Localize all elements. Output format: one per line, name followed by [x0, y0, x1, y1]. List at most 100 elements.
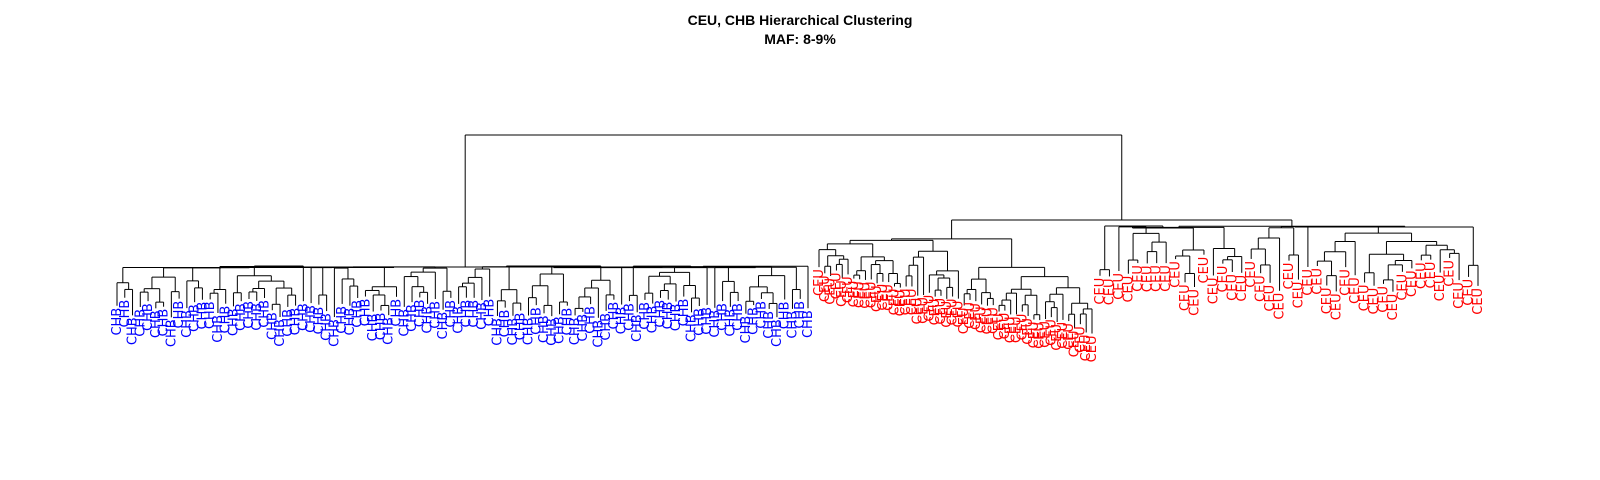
- leaf-label: CHB: [770, 319, 785, 347]
- leaf-label: CHB: [374, 313, 389, 341]
- leaf-label: CEU: [1291, 282, 1306, 309]
- leaf-label: CHB: [677, 299, 692, 327]
- leaf-label: CHB: [452, 306, 467, 334]
- leaf-label: CHB: [560, 308, 575, 336]
- leaf-label: CEU: [853, 281, 868, 308]
- leaf-label: CEU: [1282, 263, 1297, 290]
- leaf-label: CEU: [876, 284, 891, 311]
- leaf-label: CEU: [1235, 275, 1250, 302]
- leaf-label: CHB: [459, 300, 474, 328]
- leaf-label: CEU: [969, 303, 984, 330]
- leaf-label: CEU: [1462, 279, 1477, 306]
- leaf-label: CHB: [778, 302, 793, 330]
- leaf-label: CHB: [506, 318, 521, 346]
- leaf-label: CHB: [762, 311, 777, 339]
- leaf-label: CHB: [537, 315, 552, 343]
- leaf-label: CEU: [1073, 326, 1088, 353]
- leaf-label: CEU: [1068, 331, 1083, 358]
- leaf-label: CEU: [1033, 322, 1048, 349]
- leaf-label: CEU: [1021, 318, 1036, 345]
- leaf-label: CHB: [444, 300, 459, 328]
- leaf-label: CHB: [716, 303, 731, 331]
- leaf-label: CEU: [1197, 257, 1212, 284]
- leaf-label: CEU: [1015, 314, 1030, 341]
- leaf-label: CHB: [265, 312, 280, 340]
- leaf-label: CEU: [963, 302, 978, 329]
- leaf-label: CHB: [622, 303, 637, 331]
- leaf-label: CEU: [1150, 265, 1165, 292]
- leaf-label: CHB: [141, 303, 156, 331]
- leaf-label: CHB: [545, 318, 560, 346]
- leaf-label: CHB: [351, 300, 366, 328]
- leaf-label: CHB: [164, 319, 179, 347]
- leaf-label: CEU: [922, 295, 937, 322]
- leaf-label: CEU: [1395, 274, 1410, 301]
- leaf-label: CHB: [739, 316, 754, 344]
- leaf-label: CEU: [917, 297, 932, 324]
- leaf-label: CEU: [905, 288, 920, 315]
- leaf-label: CHB: [747, 307, 762, 335]
- leaf-label: CEU: [975, 306, 990, 333]
- leaf-label: CHB: [685, 314, 700, 342]
- leaf-label: CHB: [126, 317, 141, 345]
- leaf-label: CEU: [986, 307, 1001, 334]
- leaf-label: CEU: [1329, 293, 1344, 320]
- leaf-label: CHB: [211, 315, 226, 343]
- leaf-label: CEU: [1424, 262, 1439, 289]
- leaf-label: CEU: [835, 280, 850, 307]
- leaf-label: CEU: [882, 284, 897, 311]
- leaf-label: CEU: [1039, 321, 1054, 348]
- leaf-label: CHB: [708, 310, 723, 338]
- leaf-label: CHB: [157, 309, 172, 337]
- leaf-label: CEU: [951, 301, 966, 328]
- leaf-label: CEU: [1056, 322, 1071, 349]
- leaf-label: CEU: [1414, 262, 1429, 289]
- leaf-label: CEU: [998, 313, 1013, 340]
- leaf-label: CHB: [195, 302, 210, 330]
- leaf-label: CEU: [864, 281, 879, 308]
- leaf-label: CHB: [312, 307, 327, 335]
- leaf-label: CHB: [110, 308, 125, 336]
- leaf-label: CHB: [785, 311, 800, 339]
- leaf-label: CEU: [992, 314, 1007, 341]
- leaf-label: CHB: [234, 303, 249, 331]
- leaf-label: CEU: [1254, 275, 1269, 302]
- leaf-label: CEU: [1093, 278, 1108, 305]
- leaf-label: CHB: [576, 314, 591, 342]
- leaf-label: CHB: [188, 304, 203, 332]
- leaf-label: CHB: [607, 302, 622, 330]
- leaf-label: CHB: [180, 310, 195, 338]
- leaf-label: CEU: [1009, 316, 1024, 343]
- leaf-label: CHB: [258, 300, 273, 328]
- leaf-label: CHB: [397, 309, 412, 337]
- leaf-label: CHB: [335, 306, 350, 334]
- leaf-label: CHB: [646, 306, 661, 334]
- leaf-label: CHB: [599, 313, 614, 341]
- leaf-label: CEU: [940, 301, 955, 328]
- leaf-label: CHB: [615, 307, 630, 335]
- leaf-label: CHB: [242, 301, 257, 329]
- leaf-label: CHB: [296, 303, 311, 331]
- leaf-label: CHB: [514, 313, 529, 341]
- leaf-label: CHB: [584, 306, 599, 334]
- leaf-label: CEU: [1471, 288, 1486, 315]
- leaf-label: CEU: [841, 276, 856, 303]
- leaf-label: CEU: [1169, 261, 1184, 288]
- leaf-label: CEU: [1004, 316, 1019, 343]
- leaf-label: CEU: [1405, 270, 1420, 297]
- leaf-label: CHB: [366, 314, 381, 342]
- leaf-label: CEU: [1102, 278, 1117, 305]
- leaf-label: CEU: [1188, 289, 1203, 316]
- leaf-label: CHB: [700, 307, 715, 335]
- leaf-labels: CHBCHBCHBCHBCHBCHBCHBCHBCHBCHBCHBCHBCHBC…: [110, 257, 1486, 363]
- leaf-label: CEU: [1320, 287, 1335, 314]
- leaf-label: CEU: [1348, 277, 1363, 304]
- leaf-label: CHB: [521, 317, 536, 345]
- chart-subtitle: MAF: 8-9%: [764, 31, 836, 47]
- leaf-label: CHB: [327, 319, 342, 347]
- leaf-label: CHB: [133, 309, 148, 337]
- leaf-label: CEU: [893, 290, 908, 317]
- leaf-label: CHB: [405, 304, 420, 332]
- leaf-label: CHB: [801, 310, 816, 338]
- leaf-label: CHB: [483, 299, 498, 327]
